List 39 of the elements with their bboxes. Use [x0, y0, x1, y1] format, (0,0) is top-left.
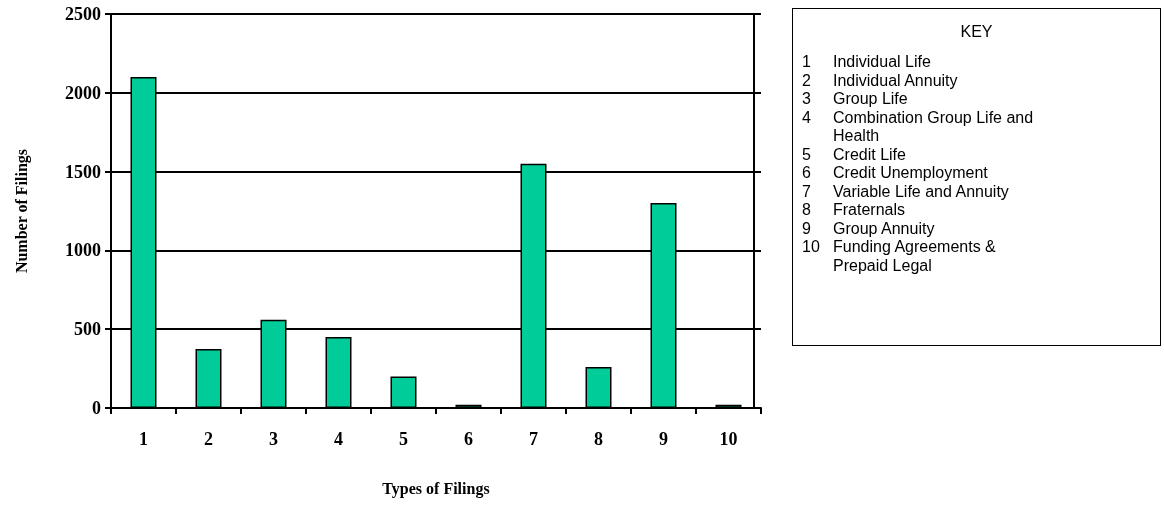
legend-title: KEY [959, 23, 994, 41]
x-tick-label: 9 [659, 429, 668, 449]
text: Individual Life [833, 53, 932, 72]
x-tick-label: 3 [269, 429, 278, 449]
y-tick-label: 1000 [65, 240, 101, 261]
category-label: 10 [802, 238, 820, 255]
x-tick-label: 6 [464, 429, 473, 449]
x-tick-label: 7 [529, 429, 538, 449]
text: Fraternals [833, 201, 907, 220]
y-tick-label: 500 [74, 319, 101, 340]
x-tick-label: 4 [334, 429, 343, 449]
category-label: 4 [802, 108, 811, 126]
y-tick-label: 2500 [65, 4, 101, 24]
y-tick-label: 2000 [65, 82, 101, 103]
category-label: 7 [802, 182, 811, 200]
category-label: 6 [802, 164, 811, 181]
x-tick-label: 2 [204, 429, 213, 449]
y-tick-label: 0 [92, 398, 101, 418]
y-tick-label: 1500 [65, 161, 101, 182]
text: Funding Agreements & Prepaid Legal [833, 238, 997, 275]
x-tick-label: 5 [399, 429, 408, 449]
text: Group Life [833, 90, 909, 109]
category-label: 2 [802, 71, 811, 89]
x-tick-label: 1 [139, 429, 148, 449]
category-label: 9 [802, 219, 811, 237]
text: Credit Life [833, 145, 907, 164]
text: Individual Annuity [833, 71, 959, 90]
x-tick-label: 8 [594, 429, 603, 449]
text: Variable Life and Annuity [833, 182, 1010, 201]
x-tick-label: 10 [719, 429, 738, 449]
text: Credit Unemployment [833, 164, 989, 183]
x-axis-title: Types of Filings [382, 479, 490, 498]
category-label: 3 [802, 90, 811, 107]
category-label: 8 [802, 201, 811, 218]
category-label: 1 [802, 53, 811, 70]
y-axis-title: Number of Filings [12, 148, 31, 274]
text: Group Annuity [833, 219, 936, 238]
category-label: 5 [802, 145, 811, 163]
text: Combination Group Life and Health [833, 108, 1035, 146]
